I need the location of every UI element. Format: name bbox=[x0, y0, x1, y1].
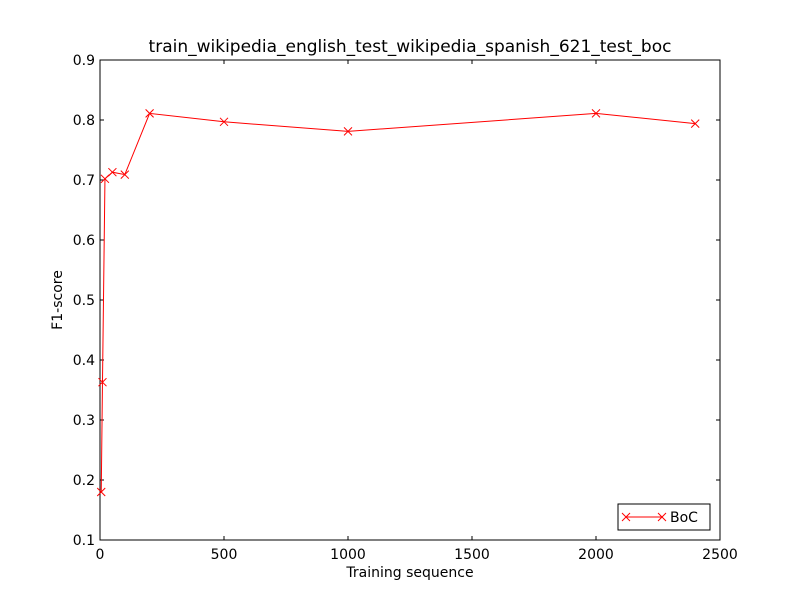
data-point bbox=[219, 117, 229, 127]
data-point bbox=[120, 170, 130, 179]
plot-area bbox=[99, 59, 721, 541]
y-tick-label: 0.4 bbox=[73, 353, 95, 369]
series-layer bbox=[96, 109, 700, 497]
x-axis-label: Training sequence bbox=[345, 565, 473, 581]
y-tick-label: 0.3 bbox=[73, 413, 95, 429]
data-point bbox=[108, 167, 117, 177]
legend: BoC bbox=[617, 503, 711, 531]
x-tick-label: 1500 bbox=[454, 547, 490, 563]
data-point bbox=[591, 109, 601, 118]
x-axis: 0 500 1000 1500 2000 2500 bbox=[96, 60, 738, 563]
x-tick-label: 2500 bbox=[702, 547, 738, 563]
data-point bbox=[145, 109, 154, 118]
y-axis-label: F1-score bbox=[50, 270, 66, 330]
data-point bbox=[343, 127, 353, 136]
y-axis: 0.1 0.2 0.3 0.4 0.5 0.6 0.7 0.8 0.9 bbox=[73, 53, 720, 549]
y-tick-label: 0.6 bbox=[73, 233, 95, 249]
data-point bbox=[690, 119, 700, 128]
x-tick-label: 2000 bbox=[578, 547, 614, 563]
chart-title: train_wikipedia_english_test_wikipedia_s… bbox=[149, 37, 672, 57]
y-tick-label: 0.7 bbox=[73, 173, 95, 189]
x-tick-label: 1000 bbox=[330, 547, 366, 563]
y-tick-label: 0.9 bbox=[73, 53, 95, 69]
legend-item: BoC bbox=[621, 510, 698, 526]
legend-label: BoC bbox=[670, 510, 698, 526]
y-tick-label: 0.5 bbox=[73, 293, 95, 309]
series-line bbox=[100, 112, 696, 493]
data-point bbox=[98, 377, 107, 387]
y-tick-label: 0.2 bbox=[73, 473, 95, 489]
data-point bbox=[100, 174, 110, 184]
x-tick-label: 500 bbox=[211, 547, 238, 563]
y-tick-label: 0.1 bbox=[73, 533, 95, 549]
data-point bbox=[96, 487, 106, 497]
y-tick-label: 0.8 bbox=[73, 113, 95, 129]
x-tick-label: 0 bbox=[96, 547, 105, 563]
